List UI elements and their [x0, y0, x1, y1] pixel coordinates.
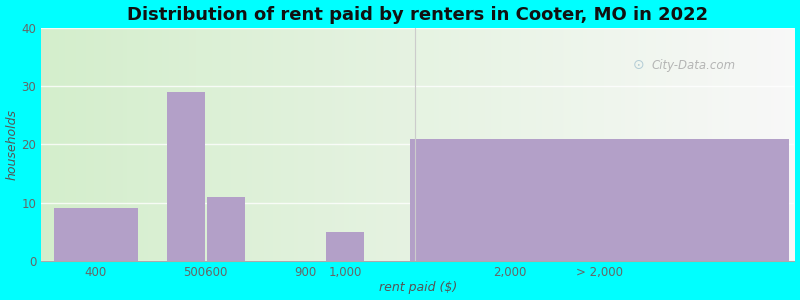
Text: ⊙: ⊙ — [633, 58, 644, 72]
Bar — [166, 92, 205, 261]
Bar — [206, 197, 245, 261]
Y-axis label: households: households — [6, 109, 18, 180]
X-axis label: rent paid ($): rent paid ($) — [378, 281, 457, 294]
Bar — [326, 232, 364, 261]
Text: City-Data.com: City-Data.com — [651, 59, 735, 72]
Bar — [54, 208, 138, 261]
Title: Distribution of rent paid by renters in Cooter, MO in 2022: Distribution of rent paid by renters in … — [127, 6, 708, 24]
Bar — [410, 139, 790, 261]
